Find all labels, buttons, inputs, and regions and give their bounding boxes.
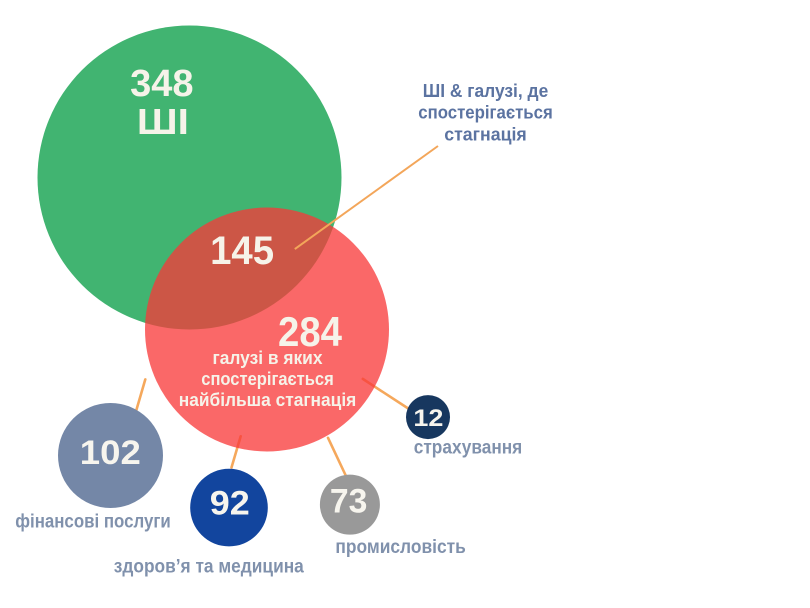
svg-text:145: 145 — [210, 229, 274, 273]
svg-text:здоров’я та медицина: здоров’я та медицина — [114, 557, 304, 578]
svg-text:102: 102 — [80, 434, 141, 472]
svg-text:73: 73 — [330, 483, 368, 521]
svg-text:спостерігається: спостерігається — [418, 103, 553, 123]
svg-text:стагнація: стагнація — [444, 124, 527, 144]
svg-text:фінансові послуги: фінансові послуги — [15, 512, 171, 533]
svg-text:ШІ & галузі, де: ШІ & галузі, де — [423, 81, 549, 101]
svg-text:промисловість: промисловість — [335, 537, 466, 558]
svg-text:12: 12 — [413, 405, 443, 432]
svg-text:спостерігається: спостерігається — [201, 369, 334, 389]
svg-text:92: 92 — [210, 485, 250, 523]
svg-text:найбільша стагнація: найбільша стагнація — [179, 390, 357, 410]
svg-text:ШІ: ШІ — [137, 101, 189, 142]
svg-text:284: 284 — [278, 308, 343, 355]
svg-text:страхування: страхування — [414, 437, 523, 458]
svg-text:галузі в яких: галузі в яких — [213, 348, 323, 368]
svg-text:348: 348 — [130, 63, 193, 105]
